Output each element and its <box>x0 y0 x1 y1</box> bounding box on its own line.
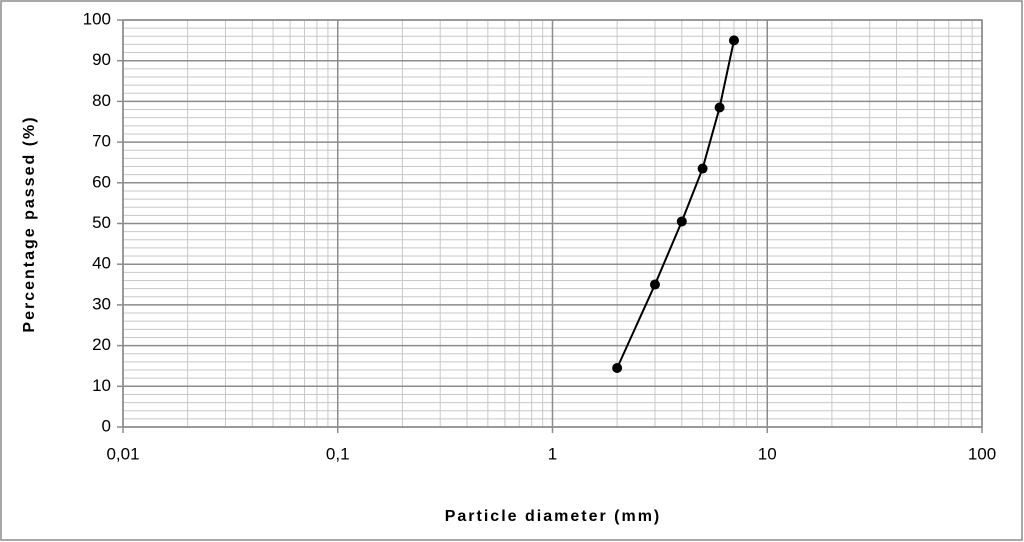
data-point <box>676 216 687 227</box>
y-tick-label: 100 <box>83 9 111 28</box>
y-tick-label: 60 <box>92 172 111 191</box>
x-axis-title: Particle diameter (mm) <box>445 508 662 525</box>
y-tick-label: 80 <box>92 91 111 110</box>
data-point <box>612 362 623 373</box>
x-tick-label: 0,01 <box>106 444 139 463</box>
data-point <box>697 163 708 174</box>
y-tick-label: 30 <box>92 294 111 313</box>
y-tick-label: 0 <box>102 416 111 435</box>
y-tick-label: 50 <box>92 213 111 232</box>
y-tick-label: 10 <box>92 376 111 395</box>
x-tick-label: 10 <box>758 444 777 463</box>
data-line <box>616 40 735 369</box>
y-tick-label: 90 <box>92 50 111 69</box>
data-point <box>714 102 725 113</box>
y-axis-title: Percentage passed (%) <box>21 115 38 332</box>
data-point <box>649 279 660 290</box>
y-tick-label: 40 <box>92 254 111 273</box>
x-tick-label: 100 <box>968 444 996 463</box>
y-tick-label: 20 <box>92 335 111 354</box>
data-point <box>728 35 739 46</box>
x-tick-label: 0,1 <box>326 444 350 463</box>
plot-border <box>122 19 983 428</box>
x-tick-label: 1 <box>548 444 557 463</box>
y-tick-label: 70 <box>92 132 111 151</box>
